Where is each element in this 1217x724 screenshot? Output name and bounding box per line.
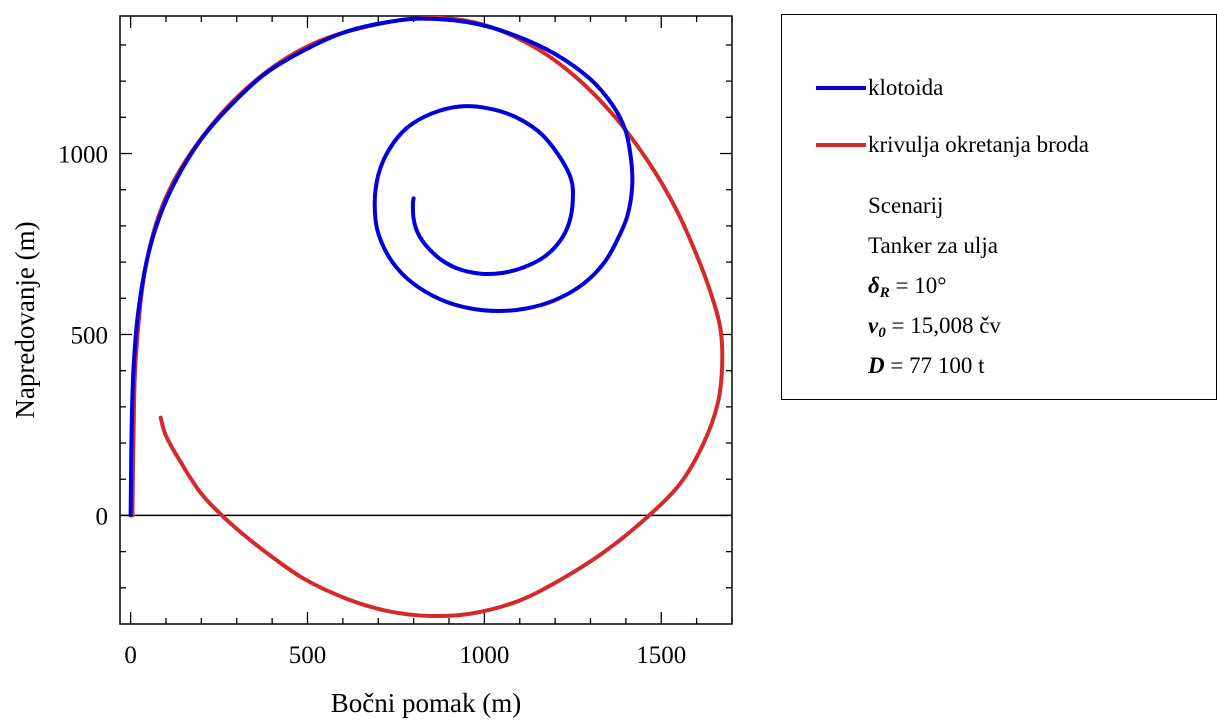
- x-tick-label: 1000: [459, 642, 509, 669]
- x-tick-labels: 0 500 1000 1500: [124, 642, 686, 669]
- legend-box: klotoida krivulja okretanja broda Scenar…: [781, 14, 1217, 400]
- legend-label-klotoida: klotoida: [868, 75, 944, 100]
- vessel-type: Tanker za ulja: [868, 233, 998, 258]
- legend-label-krivulja: krivulja okretanja broda: [868, 132, 1089, 157]
- y-axis-label: Napredovanje (m): [10, 221, 40, 418]
- plot-area-frame: [119, 15, 733, 625]
- displacement-value: = 77 100 t: [890, 353, 985, 378]
- turning-circle-chart: 0 500 1000 1500 0 500 1000 Bočni pomak (m) Na…: [10, 15, 733, 718]
- series-group: [128, 16, 725, 619]
- rudder-symbol: δ: [868, 273, 880, 298]
- legend-swatch-krivulja: [816, 143, 866, 147]
- x-tick-label: 0: [124, 642, 137, 669]
- series-line-krivulja-okretanja: [130, 16, 725, 619]
- legend-entry-krivulja: krivulja okretanja broda: [816, 132, 1089, 158]
- rudder-value: = 10°: [895, 273, 947, 298]
- x-tick-label: 500: [289, 642, 327, 669]
- legend-entry-klotoida: klotoida: [816, 75, 943, 101]
- rudder-subscript: R: [879, 285, 890, 301]
- x-tick-label: 1500: [636, 642, 686, 669]
- displacement-symbol: D: [868, 353, 885, 378]
- series-line-klotoida: [128, 16, 635, 518]
- scenario-label: Scenarij: [868, 193, 944, 218]
- x-axis-label: Bočni pomak (m): [331, 688, 521, 718]
- y-tick-label: 0: [96, 503, 109, 530]
- axis-ticks: [120, 16, 733, 624]
- speed-subscript: 0: [878, 325, 886, 341]
- rudder-angle: δR = 10°: [868, 273, 946, 302]
- speed-value: = 15,008 čv: [891, 313, 1001, 338]
- y-tick-label: 500: [71, 322, 109, 349]
- legend-swatch-klotoida: [816, 86, 866, 90]
- y-tick-labels: 0 500 1000: [58, 142, 108, 531]
- y-tick-label: 1000: [58, 142, 108, 169]
- speed-symbol: v: [868, 313, 879, 338]
- displacement: D = 77 100 t: [868, 353, 985, 379]
- initial-speed: v0 = 15,008 čv: [868, 313, 1001, 342]
